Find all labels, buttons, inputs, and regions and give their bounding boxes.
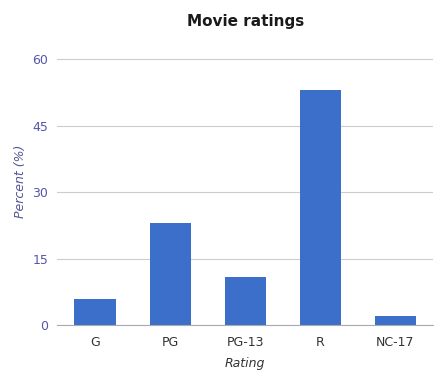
Bar [299,90,341,325]
Bar [75,299,116,325]
Y-axis label: Percent (%): Percent (%) [14,144,27,218]
Bar [224,276,266,325]
X-axis label: Rating: Rating [225,357,266,370]
Title: Movie ratings: Movie ratings [186,14,304,29]
Bar [149,223,191,325]
Bar [375,316,416,325]
